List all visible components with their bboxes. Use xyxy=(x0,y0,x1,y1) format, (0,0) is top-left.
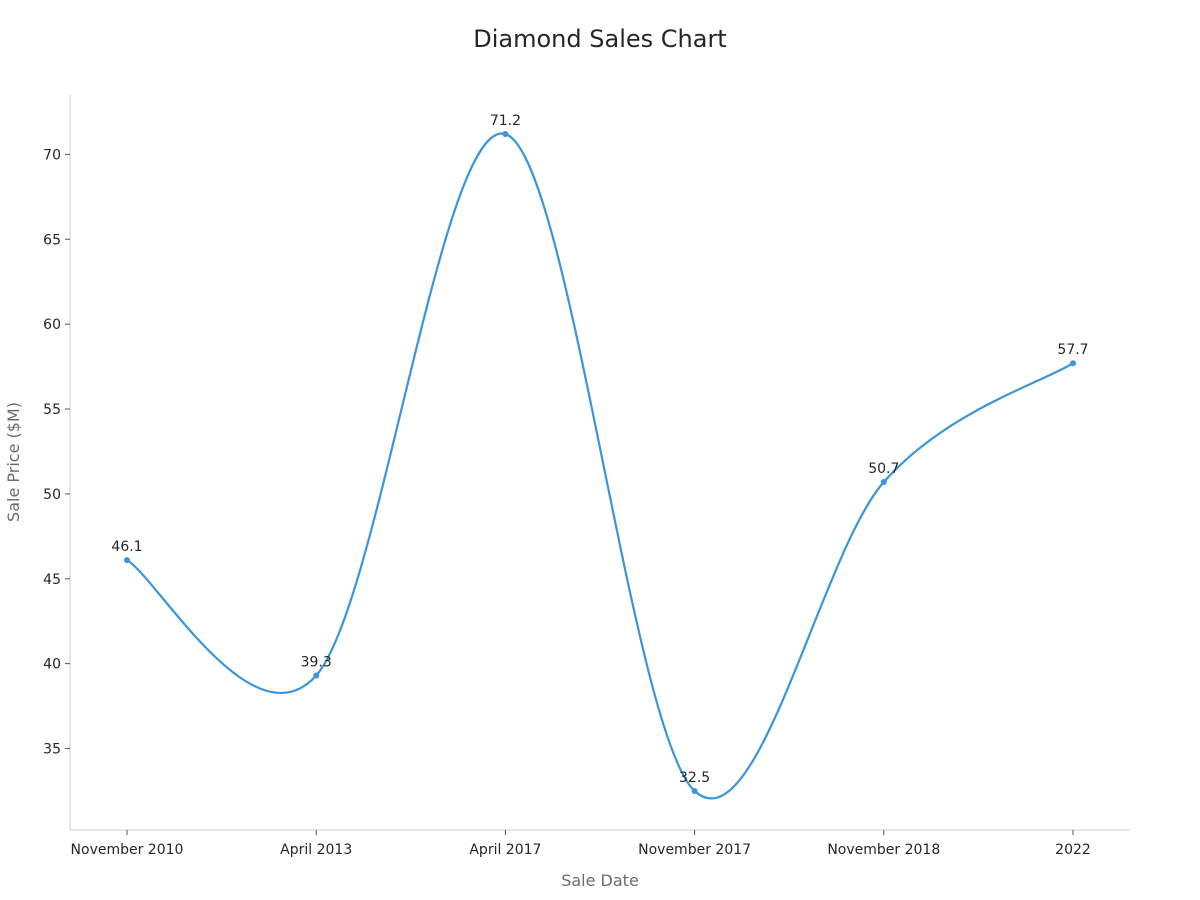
data-point xyxy=(880,479,887,486)
y-tick-label: 60 xyxy=(43,317,61,333)
x-tick-label: November 2010 xyxy=(71,842,184,858)
chart-title: Diamond Sales Chart xyxy=(473,25,726,53)
y-tick-label: 70 xyxy=(43,147,61,163)
y-tick-label: 40 xyxy=(43,657,61,673)
data-point xyxy=(313,672,320,679)
data-label: 39.3 xyxy=(301,655,332,671)
data-label: 71.2 xyxy=(490,113,521,129)
y-tick-label: 50 xyxy=(43,487,61,503)
x-axis-label: Sale Date xyxy=(561,871,639,890)
x-axis-ticks: November 2010 April 2013 April 2017 Novembe… xyxy=(71,830,1091,858)
y-tick-label: 65 xyxy=(43,232,61,248)
data-label: 57.7 xyxy=(1057,342,1088,358)
x-tick-label: November 2018 xyxy=(827,842,940,858)
y-tick-label: 35 xyxy=(43,742,61,758)
data-point xyxy=(124,557,130,564)
data-label: 50.7 xyxy=(868,461,899,477)
x-tick-label: 2022 xyxy=(1055,842,1091,858)
data-label: 32.5 xyxy=(679,770,710,786)
x-tick-label: April 2017 xyxy=(469,842,541,858)
series-line xyxy=(126,132,1074,800)
y-axis-ticks: 35 40 45 50 55 60 65 70 xyxy=(43,147,70,758)
y-tick-label: 45 xyxy=(43,572,61,588)
y-axis-label: Sale Price ($M) xyxy=(4,402,23,522)
y-tick-label: 55 xyxy=(43,402,61,418)
x-tick-label: November 2017 xyxy=(638,842,751,858)
data-point xyxy=(1070,360,1076,367)
x-tick-label: April 2013 xyxy=(280,842,352,858)
data-point xyxy=(502,131,509,138)
data-point xyxy=(691,787,698,794)
data-points xyxy=(124,131,1076,794)
data-label: 46.1 xyxy=(111,539,142,555)
data-labels: 46.1 39.3 71.2 32.5 50.7 57.7 xyxy=(111,113,1088,786)
